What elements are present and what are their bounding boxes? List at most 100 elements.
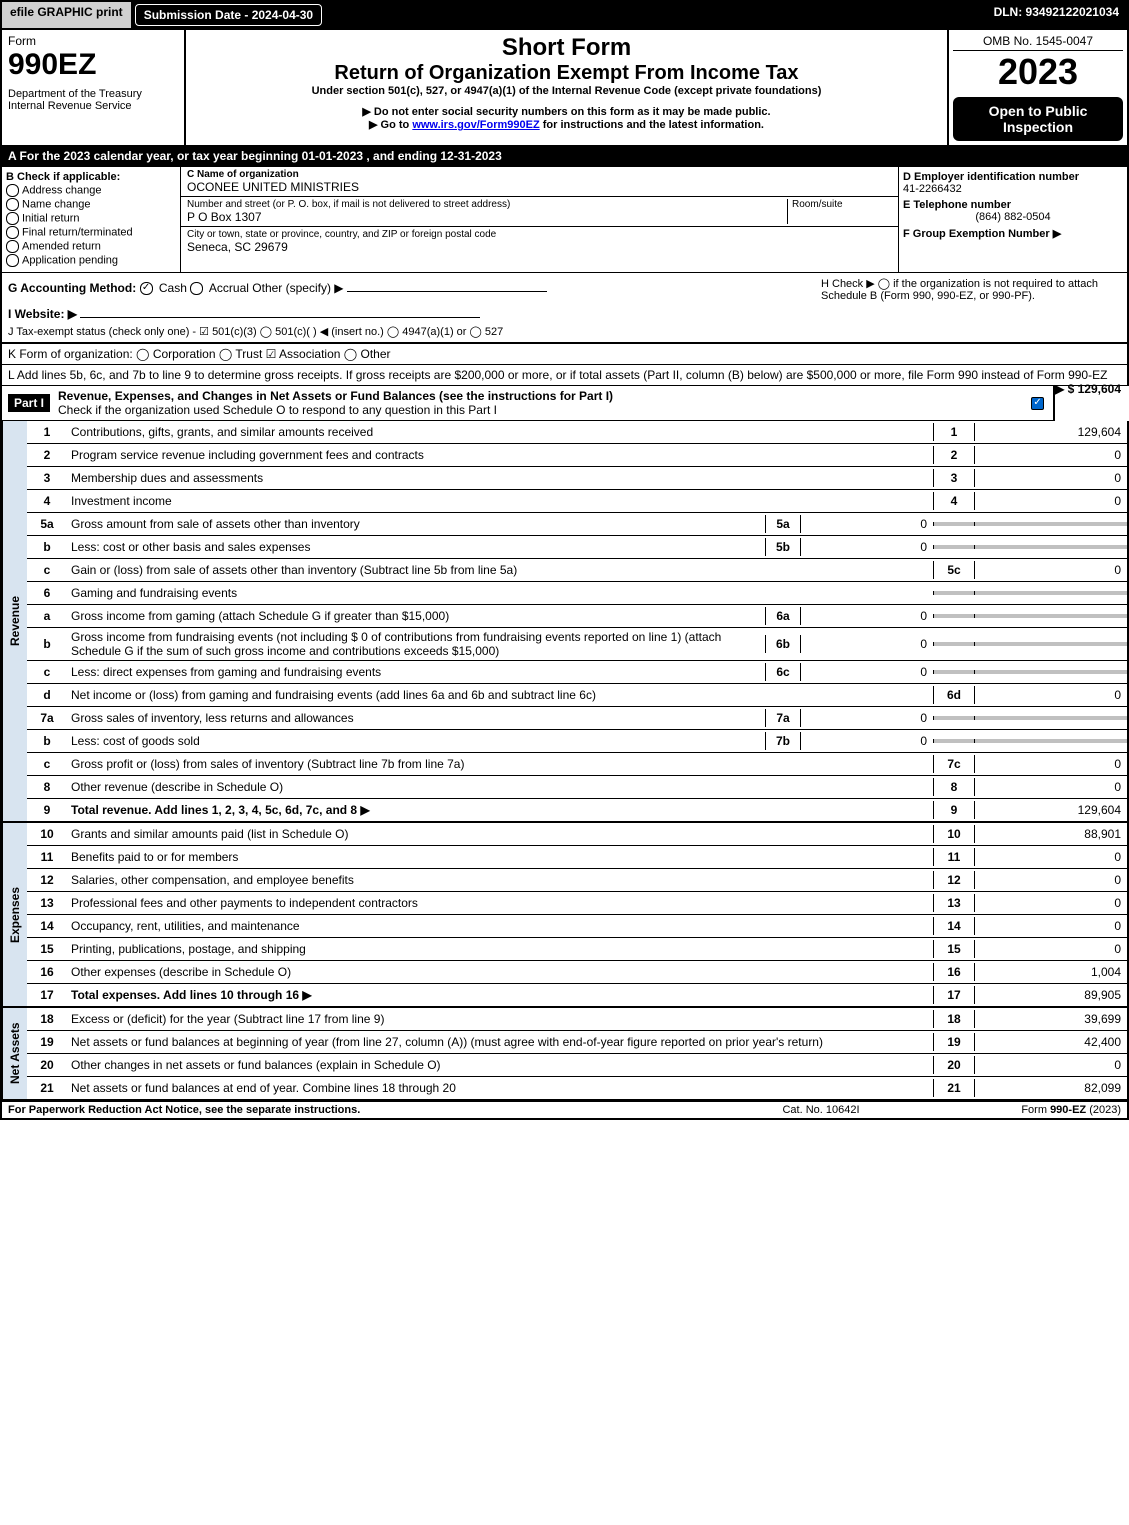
line-description: Other revenue (describe in Schedule O): [67, 778, 933, 796]
line-number: 12: [27, 871, 67, 889]
sub-line-value: 0: [800, 635, 933, 653]
table-row: 6Gaming and fundraising events: [27, 582, 1127, 605]
line-a-tax-year: A For the 2023 calendar year, or tax yea…: [0, 147, 1129, 167]
result-value: 88,901: [974, 825, 1127, 843]
result-value: 0: [974, 917, 1127, 935]
org-address-row: Number and street (or P. O. box, if mail…: [181, 197, 898, 227]
table-row: 5aGross amount from sale of assets other…: [27, 513, 1127, 536]
check-amended-return[interactable]: Amended return: [6, 240, 176, 253]
line-number: 21: [27, 1079, 67, 1097]
table-row: 18Excess or (deficit) for the year (Subt…: [27, 1008, 1127, 1031]
result-value: 0: [974, 778, 1127, 796]
efile-print-button[interactable]: efile GRAPHIC print: [2, 2, 133, 28]
result-line-number: 11: [933, 848, 974, 866]
table-row: 19Net assets or fund balances at beginni…: [27, 1031, 1127, 1054]
top-bar: efile GRAPHIC print Submission Date - 20…: [0, 0, 1129, 30]
line-l: L Add lines 5b, 6c, and 7b to line 9 to …: [0, 365, 1129, 386]
website-input[interactable]: [80, 303, 480, 318]
line-description: Gross sales of inventory, less returns a…: [67, 709, 765, 727]
table-row: 12Salaries, other compensation, and empl…: [27, 869, 1127, 892]
result-line-number: 7c: [933, 755, 974, 773]
footer-center: Cat. No. 10642I: [721, 1104, 921, 1116]
sub-line-number: 7b: [765, 732, 800, 750]
sub-line-number: 5a: [765, 515, 800, 533]
check-final-return[interactable]: Final return/terminated: [6, 226, 176, 239]
table-row: 9Total revenue. Add lines 1, 2, 3, 4, 5c…: [27, 799, 1127, 821]
part1-check-note: Check if the organization used Schedule …: [58, 403, 497, 417]
part1-schedule-o-check[interactable]: [1031, 397, 1044, 410]
line-number: 9: [27, 801, 67, 819]
line-number: 3: [27, 469, 67, 487]
line-description: Gross amount from sale of assets other t…: [67, 515, 765, 533]
org-info-block: B Check if applicable: Address change Na…: [0, 167, 1129, 272]
sub-line-value: 0: [800, 732, 933, 750]
sub-line-value: 0: [800, 538, 933, 556]
short-form-title: Short Form: [190, 34, 943, 62]
box-d: D Employer identification number 41-2266…: [898, 167, 1127, 272]
line-description: Salaries, other compensation, and employ…: [67, 871, 933, 889]
table-row: bLess: cost of goods sold7b0: [27, 730, 1127, 753]
line-description: Excess or (deficit) for the year (Subtra…: [67, 1010, 933, 1028]
header-center: Short Form Return of Organization Exempt…: [186, 30, 949, 145]
result-line-number: [933, 716, 974, 720]
result-value: 0: [974, 1056, 1127, 1074]
table-row: 3Membership dues and assessments30: [27, 467, 1127, 490]
result-line-number: [933, 670, 974, 674]
result-line-number: 9: [933, 801, 974, 819]
result-line-number: 1: [933, 423, 974, 441]
sub-line-number: 6a: [765, 607, 800, 625]
table-row: 1Contributions, gifts, grants, and simil…: [27, 421, 1127, 444]
footer-right: Form 990-EZ (2023): [921, 1104, 1121, 1116]
check-cash[interactable]: [140, 282, 153, 295]
box-b: B Check if applicable: Address change Na…: [2, 167, 181, 272]
box-b-title: B Check if applicable:: [6, 171, 176, 183]
check-name-change[interactable]: Name change: [6, 198, 176, 211]
expenses-body: 10Grants and similar amounts paid (list …: [27, 823, 1127, 1006]
org-city: Seneca, SC 29679: [187, 240, 892, 254]
check-initial-return[interactable]: Initial return: [6, 212, 176, 225]
other-method-input[interactable]: [347, 277, 547, 292]
result-value: 0: [974, 755, 1127, 773]
result-line-number: 15: [933, 940, 974, 958]
check-address-change[interactable]: Address change: [6, 184, 176, 197]
result-line-number: 14: [933, 917, 974, 935]
table-row: 8Other revenue (describe in Schedule O)8…: [27, 776, 1127, 799]
line-number: 7a: [27, 709, 67, 727]
check-application-pending[interactable]: Application pending: [6, 254, 176, 267]
expenses-side-label: Expenses: [2, 823, 27, 1006]
org-name: OCONEE UNITED MINISTRIES: [187, 180, 892, 194]
result-value: [974, 545, 1127, 549]
sub-line-number: 7a: [765, 709, 800, 727]
table-row: 21Net assets or fund balances at end of …: [27, 1077, 1127, 1099]
net-assets-section: Net Assets 18Excess or (deficit) for the…: [0, 1008, 1129, 1101]
result-line-number: 20: [933, 1056, 974, 1074]
result-line-number: [933, 522, 974, 526]
org-address: P O Box 1307: [187, 210, 787, 224]
open-public-badge: Open to Public Inspection: [953, 97, 1123, 141]
table-row: 4Investment income40: [27, 490, 1127, 513]
result-line-number: 10: [933, 825, 974, 843]
line-h: H Check ▶ ◯ if the organization is not r…: [821, 277, 1121, 338]
result-line-number: 13: [933, 894, 974, 912]
line-j: J Tax-exempt status (check only one) - ☑…: [8, 325, 821, 338]
line-description: Total revenue. Add lines 1, 2, 3, 4, 5c,…: [67, 801, 933, 819]
line-number: b: [27, 732, 67, 750]
omb-number: OMB No. 1545-0047: [953, 34, 1123, 51]
irs-link[interactable]: www.irs.gov/Form990EZ: [412, 119, 539, 131]
result-value: 129,604: [974, 801, 1127, 819]
group-exemption-label: F Group Exemption Number ▶: [903, 227, 1123, 240]
line-number: 15: [27, 940, 67, 958]
line-number: 13: [27, 894, 67, 912]
result-line-number: [933, 545, 974, 549]
result-value: 89,905: [974, 986, 1127, 1004]
line-description: Grants and similar amounts paid (list in…: [67, 825, 933, 843]
line-number: 16: [27, 963, 67, 981]
expenses-section: Expenses 10Grants and similar amounts pa…: [0, 823, 1129, 1008]
form-label: Form: [8, 34, 178, 48]
check-accrual[interactable]: [190, 282, 203, 295]
sub-line-number: 6b: [765, 635, 800, 653]
result-line-number: 18: [933, 1010, 974, 1028]
result-value: 0: [974, 686, 1127, 704]
result-value: 0: [974, 492, 1127, 510]
result-value: 129,604: [974, 423, 1127, 441]
